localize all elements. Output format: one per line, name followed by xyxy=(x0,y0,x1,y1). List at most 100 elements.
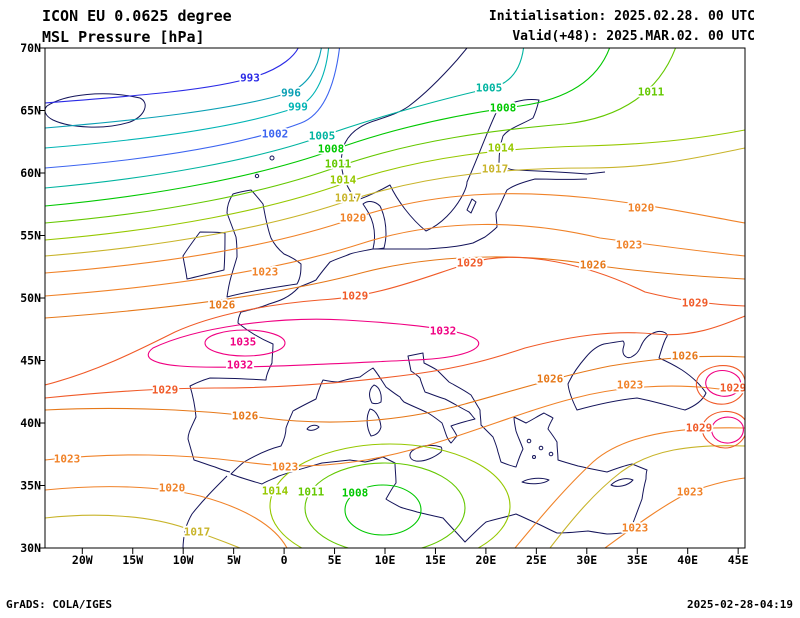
contour-label-1023: 1023 xyxy=(54,453,81,466)
contour-label-1008: 1008 xyxy=(342,487,369,500)
lon-tick-label: 35E xyxy=(627,553,648,567)
lon-tick-label: 0 xyxy=(281,553,288,567)
contour-label-1029: 1029 xyxy=(720,382,747,395)
model-title: ICON EU 0.0625 degree xyxy=(42,7,232,25)
contour-label-1008: 1008 xyxy=(318,143,345,156)
morocco-atlantic-coast xyxy=(182,475,228,548)
contour-label-1023: 1023 xyxy=(617,379,644,392)
contour-label-1023: 1023 xyxy=(616,239,643,252)
aegean-island xyxy=(538,445,544,451)
ireland-coast xyxy=(182,231,226,280)
lon-tick-label: 20W xyxy=(72,553,93,567)
aegean-island xyxy=(532,455,536,459)
isobar-1029 xyxy=(695,365,745,405)
contour-label-1020: 1020 xyxy=(340,212,367,225)
sicily-coast xyxy=(409,444,443,462)
lat-tick-label: 65N xyxy=(20,104,41,118)
contour-label-1023: 1023 xyxy=(252,266,279,279)
init-time: Initialisation: 2025.02.28. 00 UTC xyxy=(488,9,755,24)
mallorca-coast xyxy=(306,424,320,431)
shetland-island xyxy=(269,155,275,161)
contour-label-1029: 1029 xyxy=(342,290,369,303)
isobar-1026 xyxy=(45,355,745,423)
contour-label-1029: 1029 xyxy=(152,384,179,397)
lon-tick-label: 15E xyxy=(425,553,446,567)
isobar-1014 xyxy=(269,443,511,548)
contour-label-1002: 1002 xyxy=(262,128,289,141)
isobar-1011 xyxy=(304,462,466,548)
mediterranean-coast xyxy=(230,352,648,543)
contour-label-1032: 1032 xyxy=(430,325,457,338)
contour-label-1020: 1020 xyxy=(159,482,186,495)
longitude-axis: 20W 15W 10W 5W 0 5E 10E 15E 20E 25E 30E 35E 40E 45E xyxy=(72,548,749,567)
field-title: MSL Pressure [hPa] xyxy=(42,28,205,46)
lat-tick-label: 35N xyxy=(20,479,41,493)
contour-label-996: 996 xyxy=(281,87,301,100)
lon-tick-label: 10E xyxy=(375,553,396,567)
lon-tick-label: 5W xyxy=(227,553,241,567)
contour-label-1026: 1026 xyxy=(672,350,699,363)
black-sea-coast xyxy=(567,331,707,411)
isobar-1032 xyxy=(147,318,480,368)
lat-tick-label: 60N xyxy=(20,166,41,180)
isobar-1014 xyxy=(45,129,745,241)
map-frame xyxy=(44,47,746,549)
isobar-1020 xyxy=(45,486,288,548)
isobar-993 xyxy=(45,48,299,104)
contour-label-1026: 1026 xyxy=(580,259,607,272)
contour-label-1014: 1014 xyxy=(488,142,515,155)
valid-time: Valid(+48): 2025.MAR.02. 00 UTC xyxy=(512,29,755,44)
aegean-island xyxy=(548,451,554,457)
lon-tick-label: 40E xyxy=(677,553,698,567)
cyprus-coast xyxy=(610,478,634,487)
corsica-coast xyxy=(369,384,382,405)
lon-tick-label: 5E xyxy=(328,553,342,567)
contour-label-1014: 1014 xyxy=(330,174,357,187)
isobar-1029 xyxy=(45,256,745,386)
creation-timestamp: 2025-02-28-04:19 xyxy=(687,598,793,611)
contour-label-1017: 1017 xyxy=(184,526,211,539)
lat-tick-label: 40N xyxy=(20,416,41,430)
contour-label-1032: 1032 xyxy=(227,359,254,372)
crete-coast xyxy=(521,477,550,485)
isobar-1005 xyxy=(45,48,525,189)
isobar-1017 xyxy=(549,445,745,548)
sardinia-coast xyxy=(366,408,382,437)
gotland-coast xyxy=(466,198,477,214)
orkney-island xyxy=(254,173,260,179)
lon-tick-label: 20E xyxy=(476,553,497,567)
contour-label-1011: 1011 xyxy=(638,86,665,99)
contour-label-1026: 1026 xyxy=(209,299,236,312)
contour-label-1026: 1026 xyxy=(232,410,259,423)
lat-tick-label: 30N xyxy=(20,541,41,555)
contour-label-1011: 1011 xyxy=(325,158,352,171)
lat-tick-label: 50N xyxy=(20,291,41,305)
coastlines xyxy=(45,48,707,548)
isobar-1035 xyxy=(204,329,286,357)
isobar-1008 xyxy=(344,484,422,536)
contour-label-1023: 1023 xyxy=(272,461,299,474)
contour-label-1020: 1020 xyxy=(628,202,655,215)
lat-tick-label: 55N xyxy=(20,229,41,243)
iceland-coast xyxy=(45,93,146,128)
isobar-1023 xyxy=(604,477,745,548)
contour-label-1014: 1014 xyxy=(262,485,289,498)
isobar-1017 xyxy=(45,514,241,548)
contour-label-1026: 1026 xyxy=(537,373,564,386)
lon-tick-label: 10W xyxy=(173,553,194,567)
isobar-1011 xyxy=(45,48,677,224)
grads-stamp: GrADS: COLA/IGES xyxy=(6,598,112,611)
aegean-island xyxy=(526,438,532,444)
baltic-atlantic-europe-coast xyxy=(187,178,588,473)
isobar-1017 xyxy=(45,147,745,257)
contour-label-1029: 1029 xyxy=(686,422,713,435)
lon-tick-label: 30E xyxy=(576,553,597,567)
contour-label-1011: 1011 xyxy=(298,486,325,499)
contour-label-1023: 1023 xyxy=(622,522,649,535)
contour-label-1008: 1008 xyxy=(490,102,517,115)
lon-tick-label: 25E xyxy=(526,553,547,567)
contour-label-993: 993 xyxy=(240,72,260,85)
